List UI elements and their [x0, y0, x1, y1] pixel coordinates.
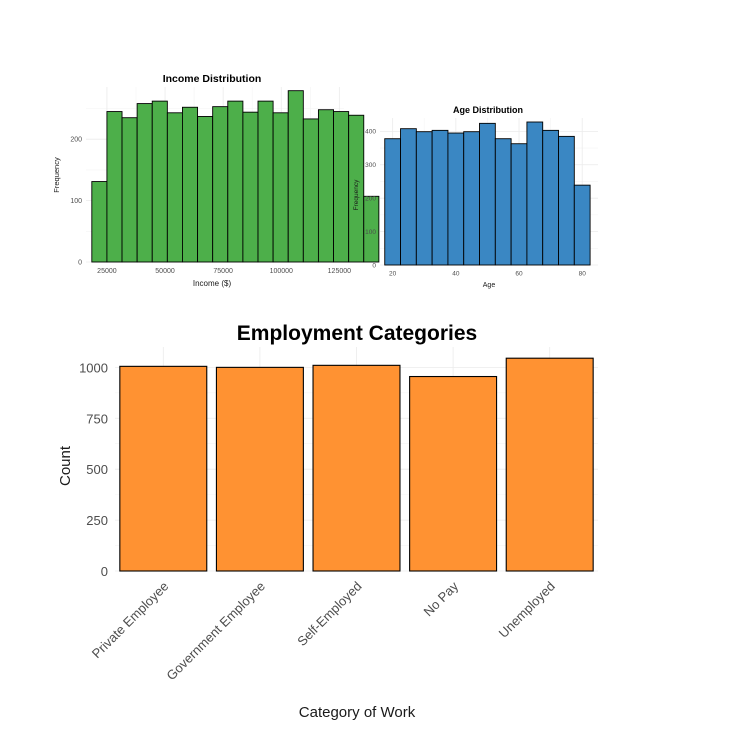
income-ytick-label: 100 — [70, 198, 82, 205]
income-bar — [121, 117, 138, 263]
income-xlabel: Income ($) — [193, 279, 232, 288]
age-ytick-label: 200 — [365, 195, 376, 202]
employment-xtick-label: Self-Employed — [294, 579, 364, 649]
age-bar — [479, 122, 496, 266]
income-xtick-label: 125000 — [328, 268, 351, 275]
income-xtick-label: 100000 — [270, 268, 293, 275]
employment-ytick-label: 250 — [86, 513, 108, 528]
income-bar — [91, 181, 108, 263]
age-ytick-label: 100 — [365, 229, 376, 236]
income-bar — [106, 111, 123, 263]
age-xlabel: Age — [483, 282, 496, 289]
age-bar — [573, 184, 591, 266]
income-bar — [333, 111, 350, 263]
employment-ytick-label: 1000 — [79, 360, 108, 375]
income-bar — [136, 103, 153, 263]
income-ytick-label: 0 — [78, 259, 82, 266]
income-bar — [287, 90, 304, 263]
income-xtick-label: 50000 — [155, 268, 175, 275]
employment-bar — [409, 375, 498, 572]
employment-ytick-label: 750 — [86, 411, 108, 426]
income-ytick-label: 200 — [70, 137, 82, 144]
age-bar — [400, 128, 417, 266]
age-bar — [526, 121, 544, 266]
age-ytick-label: 400 — [365, 129, 376, 136]
income-histogram: 0 100 200 25000 50000 75000 100000 125000 Inco… — [52, 73, 380, 288]
age-bar — [447, 132, 465, 266]
employment-xtick-label: Private Employee — [89, 579, 172, 662]
age-bar — [415, 131, 433, 266]
income-bar — [151, 100, 168, 263]
age-xtick-label: 60 — [515, 271, 523, 278]
income-bar — [212, 106, 229, 263]
employment-bar — [312, 364, 401, 572]
income-bar — [272, 112, 289, 263]
age-title: Age Distribution — [453, 105, 523, 115]
age-ytick-label: 300 — [365, 162, 376, 169]
employment-ylabel: Count — [57, 445, 74, 486]
age-xtick-label: 80 — [579, 271, 587, 278]
employment-xtick-label: Government Employee — [163, 579, 268, 684]
income-bar — [197, 116, 214, 263]
age-bar — [558, 135, 575, 266]
employment-bar — [119, 365, 208, 572]
age-xtick-label: 40 — [452, 271, 460, 278]
age-xtick-label: 20 — [389, 271, 397, 278]
income-bar — [363, 195, 380, 263]
age-ylabel: Frequency — [353, 179, 360, 210]
age-bar — [510, 143, 528, 266]
income-bar — [317, 109, 334, 263]
employment-xlabel: Category of Work — [299, 704, 416, 721]
income-bar — [348, 114, 365, 263]
income-bar — [166, 112, 183, 263]
age-ytick-label: 0 — [372, 262, 376, 269]
employment-bar — [215, 366, 304, 572]
income-bar — [257, 100, 274, 263]
employment-bar-chart: 0 250 500 750 1000 Private EmployeeGovernmen… — [57, 322, 598, 721]
income-ylabel: Frequency — [52, 157, 61, 193]
employment-bar — [505, 357, 594, 572]
age-bar — [431, 129, 449, 266]
employment-ytick-label: 500 — [86, 462, 108, 477]
employment-xtick-label: Unemployed — [496, 579, 558, 641]
age-bar — [542, 129, 559, 266]
age-bar — [463, 131, 480, 266]
age-bar — [384, 138, 401, 266]
income-xtick-label: 75000 — [213, 268, 233, 275]
income-bar — [302, 118, 319, 263]
income-title: Income Distribution — [163, 73, 262, 85]
employment-ytick-label: 0 — [101, 564, 108, 579]
age-bar — [494, 138, 512, 266]
income-bar — [182, 106, 199, 263]
income-bar — [227, 100, 244, 263]
income-bar — [242, 111, 259, 263]
employment-xtick-label: No Pay — [420, 578, 461, 619]
income-xtick-label: 25000 — [97, 268, 117, 275]
employment-title: Employment Categories — [237, 322, 477, 345]
